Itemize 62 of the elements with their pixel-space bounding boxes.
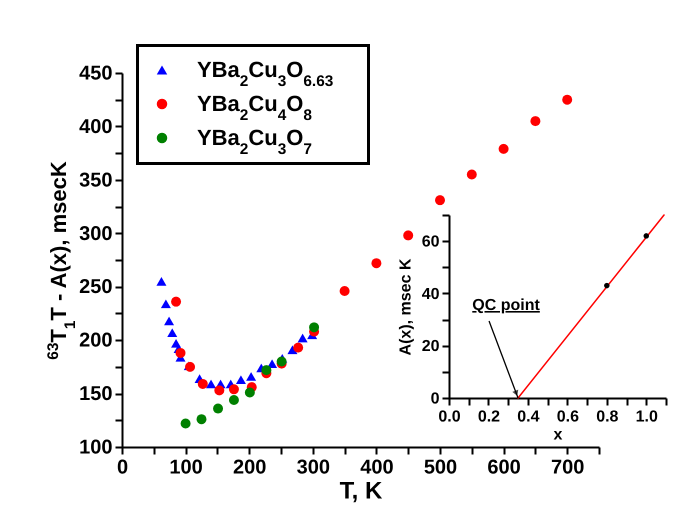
y-tick-label: 20 xyxy=(422,338,440,356)
point xyxy=(198,378,208,389)
x-tick-label: 200 xyxy=(233,456,266,478)
point xyxy=(196,414,206,424)
x-tick-label: 0.6 xyxy=(556,408,580,426)
legend-label: YBa$_{2}$Cu$_{4}$O$_{8}$ xyxy=(197,91,312,124)
point xyxy=(213,404,224,414)
point xyxy=(293,342,304,353)
point xyxy=(562,94,572,105)
legend-label: YBa$_{2}$Cu$_{3}$O$_{6.63}$ xyxy=(197,57,334,90)
point xyxy=(298,334,308,342)
x-tick-label: 700 xyxy=(551,456,584,478)
y-tick-label: 60 xyxy=(422,234,440,251)
y-tick-label: 0 xyxy=(430,390,440,408)
point xyxy=(164,316,174,326)
point xyxy=(498,144,509,154)
x-tick-label: 100 xyxy=(169,456,203,478)
x-tick-label: 0.0 xyxy=(438,408,461,426)
point xyxy=(530,116,540,126)
annotation: QC point xyxy=(472,297,540,314)
y-tick-label: 200 xyxy=(79,330,112,352)
point xyxy=(309,322,320,332)
point xyxy=(167,328,178,337)
point xyxy=(371,258,382,268)
x-tick-label: 0.4 xyxy=(517,408,540,426)
x-tick-label: 0.8 xyxy=(596,408,619,426)
y-tick-label: 450 xyxy=(79,62,112,84)
point xyxy=(244,388,255,398)
y-tick-label: 350 xyxy=(79,169,112,192)
y-tick-label: 400 xyxy=(79,116,112,138)
x-tick-label: 300 xyxy=(296,456,330,478)
point xyxy=(171,296,182,307)
point xyxy=(228,384,239,394)
point xyxy=(180,418,191,428)
legend-label: YBa$_{2}$Cu$_{3}$O$_{7}$ xyxy=(197,125,312,158)
point xyxy=(228,394,239,405)
point xyxy=(466,170,477,180)
point xyxy=(340,286,350,296)
point xyxy=(236,375,246,384)
x-tick-label: 1.0 xyxy=(636,408,658,426)
x-axis-title: x xyxy=(554,426,563,444)
y-tick-label: 40 xyxy=(422,286,440,303)
x-tick-label: 500 xyxy=(424,456,458,478)
x-tick-label: 0.2 xyxy=(478,408,500,426)
point xyxy=(176,348,186,358)
y-tick-label: 100 xyxy=(79,436,112,458)
point xyxy=(206,380,216,388)
y-tick-label: 250 xyxy=(79,276,112,298)
x-tick-label: 600 xyxy=(487,456,521,478)
y-tick-label: 150 xyxy=(79,383,112,406)
y-tick-label: 300 xyxy=(79,222,112,245)
y-axis-title: A(x), msec K xyxy=(398,258,415,356)
x-axis-title: T, K xyxy=(340,478,383,504)
point xyxy=(246,372,256,381)
point xyxy=(435,195,445,206)
point xyxy=(261,365,272,376)
point xyxy=(160,299,171,308)
x-tick-label: 0 xyxy=(116,456,128,478)
point xyxy=(156,277,166,286)
point xyxy=(403,230,414,240)
x-tick-label: 400 xyxy=(360,456,394,478)
point xyxy=(214,385,224,396)
